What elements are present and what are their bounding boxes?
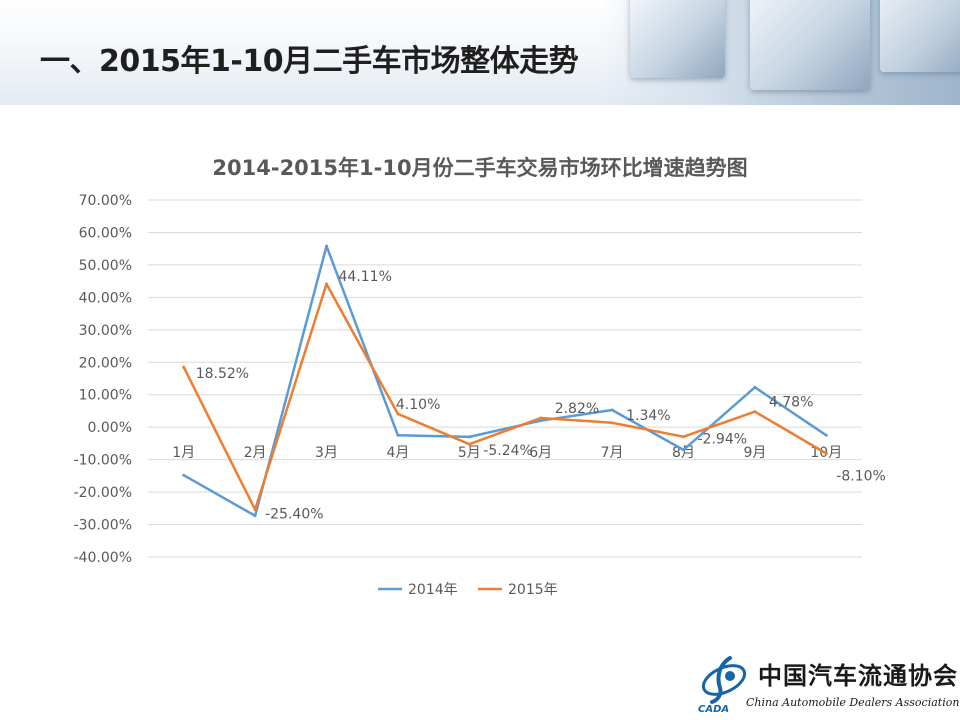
legend-label: 2014年 [408, 582, 458, 598]
data-label: 2.82% [555, 401, 599, 417]
data-point [182, 365, 186, 369]
y-tick-label: -40.00% [74, 550, 132, 566]
data-label: -25.40% [265, 507, 323, 523]
data-label: 44.11% [339, 269, 392, 285]
data-point [325, 282, 328, 286]
y-tick-label: 10.00% [79, 388, 132, 404]
y-tick-label: -30.00% [74, 518, 132, 534]
data-point [325, 244, 328, 248]
data-point [682, 448, 685, 452]
x-tick-label: 5月 [458, 445, 481, 461]
x-tick-label: 6月 [529, 445, 552, 461]
org-abbr: CADA [698, 704, 730, 715]
y-tick-label: 0.00% [88, 420, 132, 436]
y-tick-label: 20.00% [79, 355, 132, 371]
x-tick-label: 3月 [315, 445, 338, 461]
series-line-2014 [183, 244, 827, 518]
x-tick-label: 8月 [672, 445, 695, 461]
data-point [539, 419, 543, 423]
y-tick-label: 40.00% [79, 290, 132, 306]
data-label: -2.94% [698, 432, 748, 448]
org-name-cn: 中国汽车流通协会 [758, 661, 958, 690]
data-label: -5.24% [483, 443, 533, 459]
data-label: -8.10% [836, 468, 886, 484]
data-point [824, 451, 828, 455]
data-point [824, 433, 828, 437]
footer-logo: 中国汽车流通协会 China Automobile Dealers Associ… [694, 650, 960, 720]
banner-cube [880, 0, 960, 72]
series-line-2015 [182, 282, 827, 511]
page-title: 一、2015年1-10月二手车市场整体走势 [40, 44, 579, 79]
data-point [682, 435, 685, 439]
data-label: 18.52% [196, 366, 249, 382]
y-tick-label: -20.00% [74, 485, 132, 501]
data-label: 4.10% [396, 397, 440, 413]
x-tick-label: 4月 [386, 445, 409, 461]
y-tick-label: 60.00% [79, 225, 132, 241]
data-point [753, 410, 757, 414]
chart-title: 2014-2015年1-10月份二手车交易市场环比增速趋势图 [212, 156, 748, 180]
y-tick-label: -10.00% [74, 453, 132, 469]
banner-cube [750, 0, 870, 90]
data-point [396, 412, 400, 416]
data-point [467, 442, 471, 446]
data-label: 1.34% [626, 408, 670, 424]
data-point [253, 508, 257, 512]
y-tick-label: 70.00% [79, 193, 132, 209]
data-label: 4.78% [769, 395, 813, 411]
x-tick-label: 7月 [601, 445, 624, 461]
data-point [753, 385, 757, 389]
y-tick-label: 30.00% [79, 323, 132, 339]
data-point [610, 408, 614, 412]
y-tick-label: 50.00% [79, 258, 132, 274]
x-tick-label: 1月 [172, 445, 195, 461]
data-point [253, 514, 257, 518]
data-point [396, 433, 400, 437]
data-point [539, 416, 543, 420]
banner-decoration [600, 0, 960, 105]
header-banner: 一、2015年1-10月二手车市场整体走势 [0, 0, 960, 105]
data-point [610, 421, 614, 425]
banner-cube [630, 0, 725, 78]
x-tick-label: 9月 [743, 445, 766, 461]
org-name-en: China Automobile Dealers Association [746, 696, 960, 709]
data-point [182, 473, 186, 477]
x-tick-label: 2月 [244, 445, 267, 461]
data-point [467, 435, 471, 439]
cada-logo-icon [701, 656, 747, 704]
legend-label: 2015年 [508, 582, 558, 598]
